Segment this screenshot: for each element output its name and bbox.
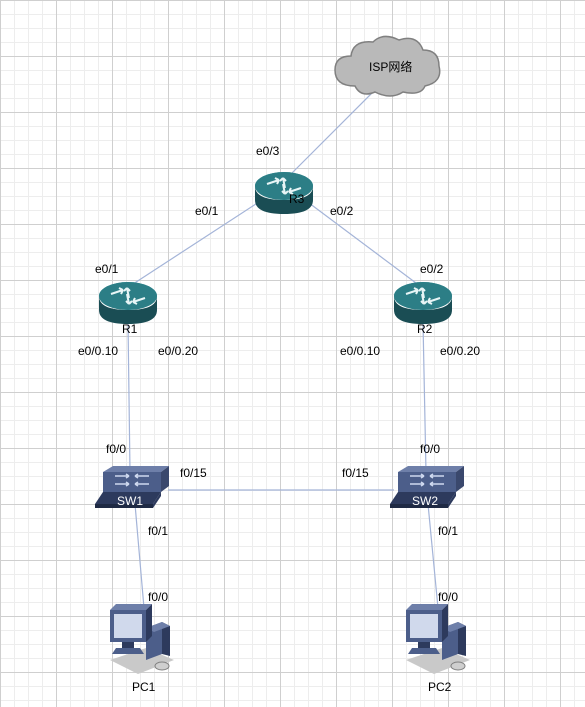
switch-sw1[interactable]: SW1 (95, 464, 169, 510)
port-label: f0/0 (106, 442, 126, 456)
port-label: f0/0 (420, 442, 440, 456)
port-label: f0/15 (180, 466, 207, 480)
r3-label: R3 (289, 192, 304, 206)
port-label: e0/0.20 (440, 344, 480, 358)
router-r2[interactable]: R2 (392, 280, 454, 328)
port-label: f0/15 (342, 466, 369, 480)
r2-label: R2 (417, 322, 432, 336)
port-label: e0/1 (195, 204, 218, 218)
isp-label: ISP网络 (369, 58, 412, 75)
pc2[interactable]: PC2 (400, 600, 480, 678)
switch-sw2[interactable]: SW2 (390, 464, 464, 510)
port-label: e0/1 (95, 262, 118, 276)
port-label: f0/0 (438, 590, 458, 604)
pc2-label: PC2 (428, 680, 451, 694)
port-label: f0/0 (148, 590, 168, 604)
port-label: e0/3 (256, 144, 279, 158)
port-label: e0/2 (330, 204, 353, 218)
router-r3[interactable]: R3 (253, 170, 315, 218)
port-label: e0/0.10 (78, 344, 118, 358)
isp-cloud[interactable]: ISP网络 (325, 30, 445, 102)
pc1-label: PC1 (132, 680, 155, 694)
sw2-label: SW2 (412, 494, 438, 508)
port-label: e0/0.20 (158, 344, 198, 358)
port-label: e0/0.10 (340, 344, 380, 358)
sw1-label: SW1 (117, 494, 143, 508)
r1-label: R1 (122, 322, 137, 336)
pc1[interactable]: PC1 (104, 600, 184, 678)
port-label: f0/1 (148, 524, 168, 538)
port-label: f0/1 (438, 524, 458, 538)
port-label: e0/2 (420, 262, 443, 276)
router-r1[interactable]: R1 (97, 280, 159, 328)
